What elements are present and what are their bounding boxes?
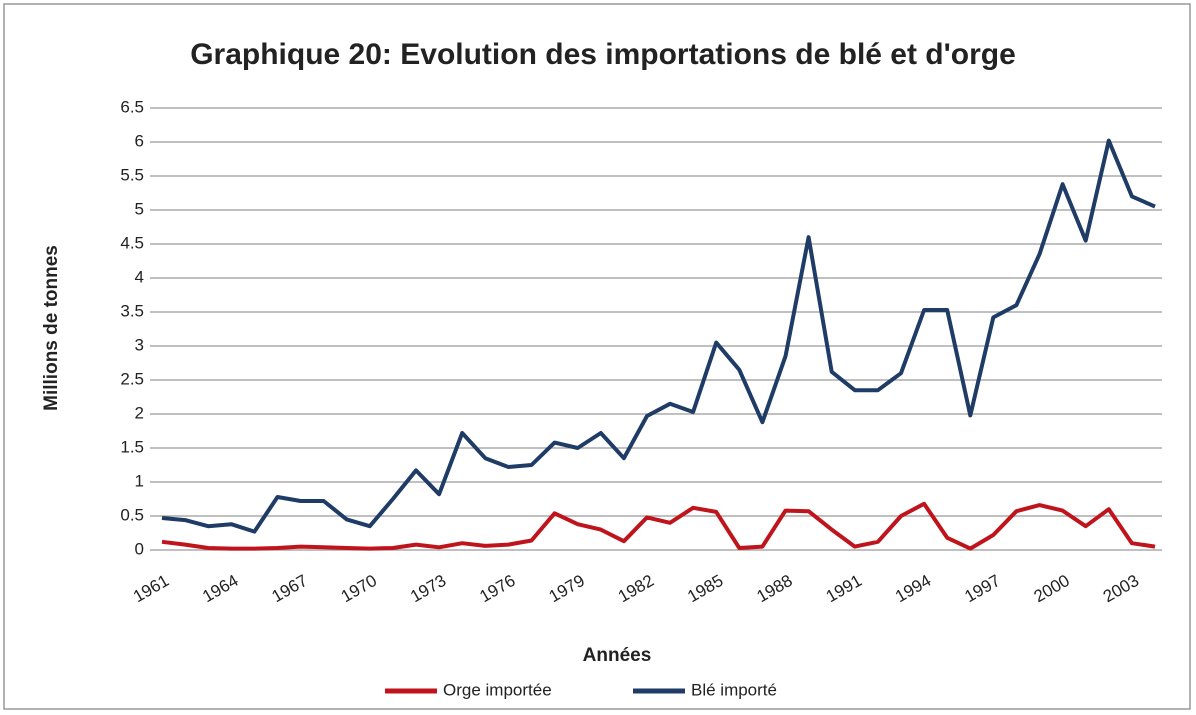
legend-label: Orge importée [443,680,552,699]
y-tick-label: 4.5 [120,233,144,252]
y-tick-label: 5.5 [120,165,144,184]
series-line [161,501,1156,551]
y-tick-label: 5 [135,199,144,218]
y-tick-label: 0.5 [120,505,144,524]
chart-frame [3,3,1191,710]
series-line [161,138,1156,534]
y-axis-label: Millions de tonnes [41,245,62,411]
y-tick-label: 6 [135,131,144,150]
y-tick-label: 0 [135,539,144,558]
y-tick-label: 3.5 [120,301,144,320]
y-tick-label: 4 [135,267,144,286]
y-tick-label: 6.5 [120,97,144,116]
chart-title: Graphique 20: Evolution des importations… [190,38,1016,71]
legend-label: Blé importé [691,680,777,699]
y-tick-label: 2.5 [120,369,144,388]
y-tick-label: 1.5 [120,437,144,456]
y-tick-label: 2 [135,403,144,422]
x-axis-label: Années [583,645,652,666]
y-tick-label: 3 [135,335,144,354]
y-tick-label: 1 [135,471,144,490]
